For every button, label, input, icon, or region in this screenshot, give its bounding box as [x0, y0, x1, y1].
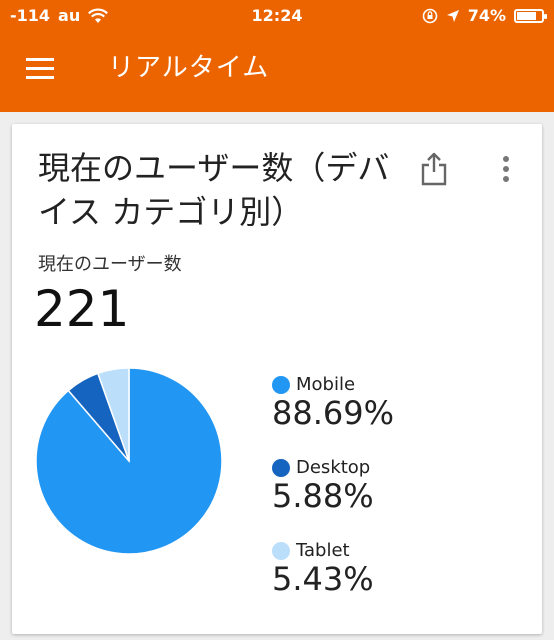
more-vert-icon[interactable] — [498, 156, 514, 186]
battery-icon — [514, 9, 547, 23]
legend-value: 88.69% — [272, 394, 395, 432]
app-header: -114 au 12:24 74% リアルタイム — [0, 0, 554, 112]
metric-label: 現在のユーザー数 — [38, 254, 182, 275]
legend-swatch — [272, 376, 290, 394]
legend-swatch — [272, 459, 290, 477]
location-arrow-icon — [446, 10, 459, 22]
pie-slice-tablet[interactable] — [96, 367, 130, 462]
card-title: 現在のユーザー数（デバイス カテゴリ別） — [38, 149, 390, 231]
battery-percent: 74% — [467, 6, 506, 25]
legend-label: Mobile — [296, 374, 356, 395]
device-category-card: 現在のユーザー数（デバイス カテゴリ別） 現在のユーザー数 221 Mobile… — [12, 124, 542, 634]
pie-chart — [35, 367, 223, 555]
signal-strength: -114 — [10, 6, 51, 25]
legend-item-desktop: Desktop 5.88% — [272, 457, 522, 540]
metric-value: 221 — [34, 280, 130, 338]
share-icon[interactable] — [420, 152, 448, 186]
legend-label: Tablet — [296, 540, 350, 561]
legend-value: 5.43% — [272, 560, 374, 598]
chart-legend: Mobile 88.69% Desktop 5.88% Tablet 5.43% — [272, 374, 522, 623]
rotation-lock-icon — [422, 8, 438, 24]
status-bar: -114 au 12:24 74% — [0, 0, 554, 32]
pie-slice-mobile[interactable] — [35, 367, 223, 555]
app-bar: リアルタイム — [0, 32, 554, 112]
legend-swatch — [272, 542, 290, 560]
wifi-icon — [88, 8, 109, 23]
legend-item-tablet: Tablet 5.43% — [272, 540, 522, 623]
page-title: リアルタイム — [108, 53, 270, 83]
legend-value: 5.88% — [272, 477, 374, 515]
carrier-name: au — [58, 6, 81, 25]
legend-item-mobile: Mobile 88.69% — [272, 374, 522, 457]
legend-label: Desktop — [296, 457, 371, 478]
hamburger-menu-icon[interactable] — [26, 58, 54, 80]
status-time: 12:24 — [251, 6, 303, 25]
